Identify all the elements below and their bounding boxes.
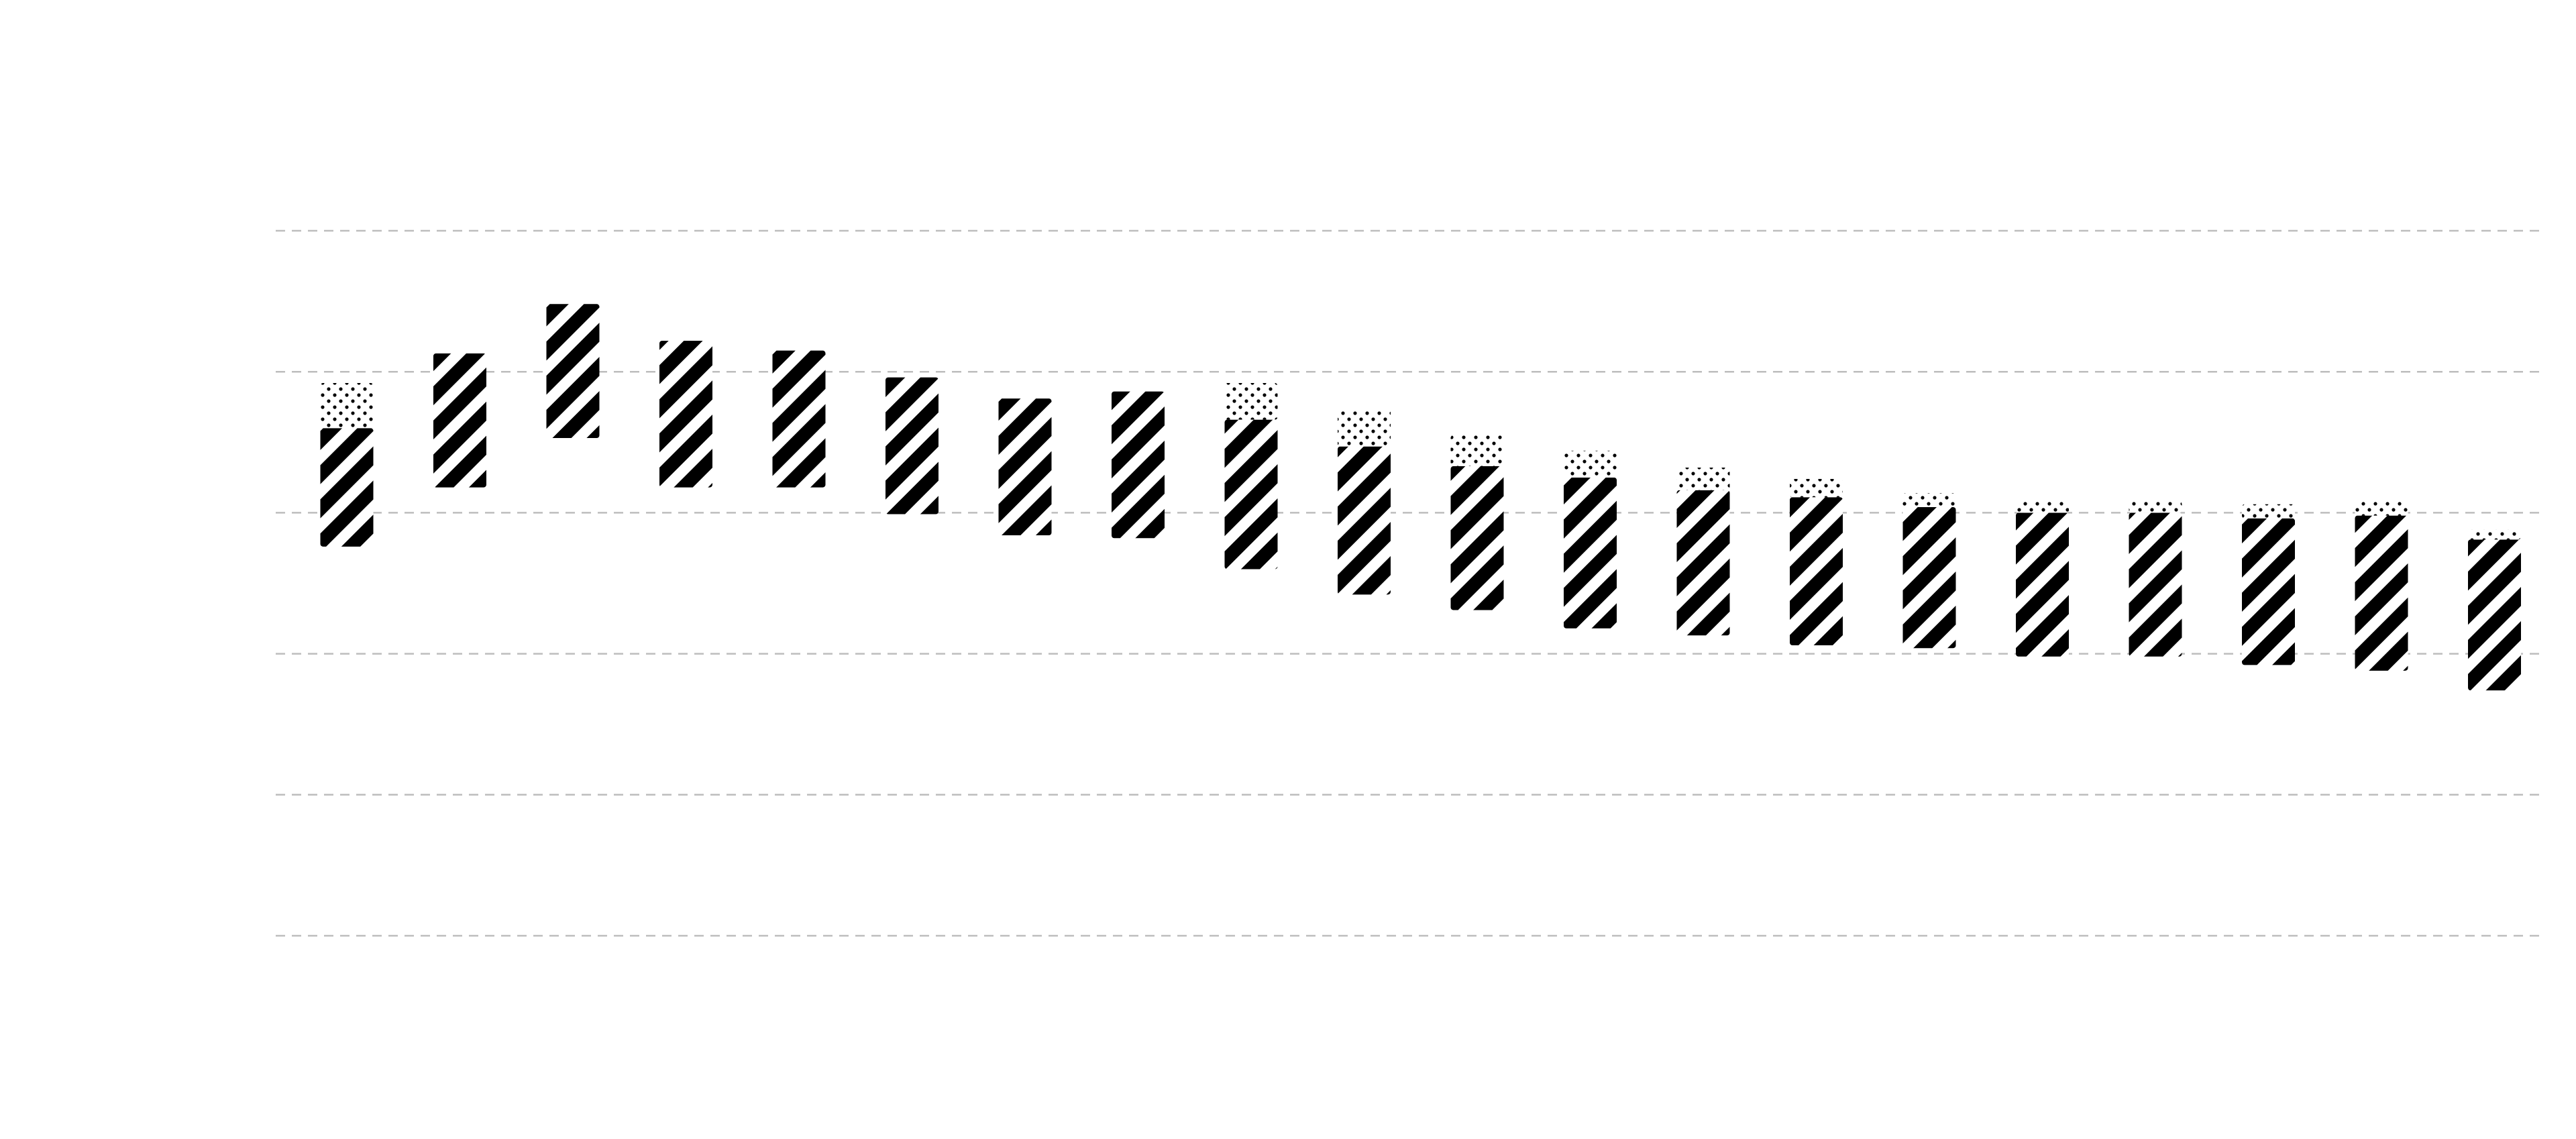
dotted-bar [1902, 492, 1956, 507]
hatched-bar [659, 340, 712, 488]
hatched-bar [1790, 497, 1843, 645]
hatched-bar [546, 304, 600, 438]
dotted-bar [2355, 501, 2408, 516]
hatched-bar [2468, 539, 2521, 691]
hatched-bar [1338, 446, 1391, 595]
dotted-bar [2242, 504, 2295, 519]
dotted-bar [2016, 501, 2069, 513]
dotted-bar [2129, 501, 2182, 513]
hatched-bar [1112, 391, 1165, 539]
dotted-bar [2468, 529, 2521, 540]
hatched-bar [998, 398, 1052, 536]
dotted-bar [1790, 478, 1843, 498]
hatched-bar [1450, 466, 1504, 610]
hatched-bar [2355, 515, 2408, 671]
hatched-bar [1902, 506, 1956, 649]
hatched-bar [1224, 419, 1278, 570]
dotted-bar [1564, 450, 1617, 478]
hatched-bar [1564, 477, 1617, 629]
dotted-bar [320, 383, 374, 429]
hatched-bar [320, 428, 374, 547]
hatched-bar [2242, 518, 2295, 665]
hatched-bar [885, 377, 938, 514]
hatched-bar [772, 350, 826, 488]
dotted-bar [1676, 468, 1730, 490]
dotted-bar [1338, 409, 1391, 447]
dotted-bar [1450, 435, 1504, 467]
hatched-bar [1676, 490, 1730, 636]
hatched-bar [2129, 512, 2182, 657]
dotted-bar [1224, 383, 1278, 420]
hatched-bar [433, 353, 486, 488]
hatched-bar [2016, 512, 2069, 657]
